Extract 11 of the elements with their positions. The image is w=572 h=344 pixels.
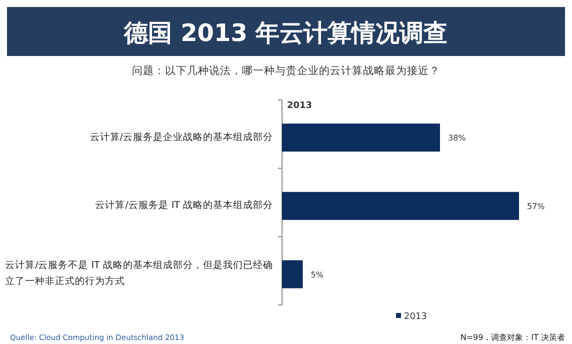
y-tick-label: 云计算/云服务是 IT 战略的基本组成部分	[95, 198, 273, 213]
chart-title: 德国 2013 年云计算情况调查	[123, 19, 448, 47]
text: N=99，调查对象：IT 决策者	[460, 333, 565, 342]
y-tick-label: 云计算/云服务是企业战略的基本组成部分	[90, 130, 273, 145]
annotation: 2013	[287, 101, 312, 111]
data-label: 57%	[527, 202, 546, 211]
data-label: 5%	[310, 270, 324, 280]
legend-label: 2013	[404, 312, 427, 322]
chart-subtitle: 问题：以下几种说法，哪一种与贵企业的云计算战略最为接近？	[132, 64, 440, 77]
y-tick-label: 云计算/云服务不是 IT 战略的基本组成部分，但是我们已经确立了一种非正式的行为方式	[5, 259, 273, 290]
data-label: 38%	[448, 134, 466, 143]
